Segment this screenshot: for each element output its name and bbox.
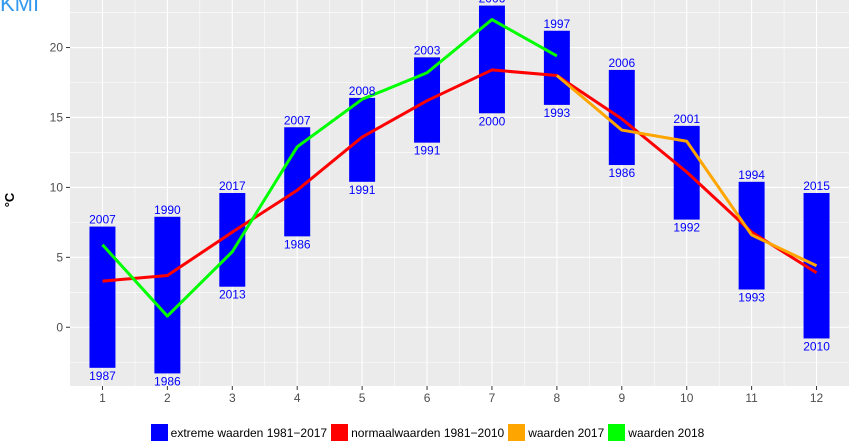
series-lines	[101, 18, 818, 318]
legend-label-2017: waarden 2017	[528, 425, 605, 440]
legend-label-2018: waarden 2018	[628, 425, 705, 440]
extreme-low-year-label: 1991	[414, 144, 441, 158]
extreme-low-year-label: 1993	[544, 106, 571, 120]
extreme-low-year-label: 1986	[284, 237, 311, 251]
extreme-low-year-label: 1993	[738, 291, 765, 305]
x-tick-label: 11	[745, 391, 758, 405]
x-tick-label: 6	[424, 391, 431, 405]
extreme-bar	[154, 216, 181, 374]
extreme-bar	[349, 97, 376, 182]
legend-label-normal: normaalwaarden 1981−2010	[351, 425, 505, 440]
legend-item-2018: waarden 2018	[608, 424, 704, 441]
legend: extreme waarden 1981−2017 normaalwaarden…	[0, 424, 855, 441]
legend-item-extremes: extreme waarden 1981−2017	[150, 424, 328, 441]
y-axis: 0 5 10 15 20	[50, 41, 70, 334]
extreme-high-year-label: 1997	[544, 17, 571, 31]
brand-logo-text: KMI	[0, 0, 40, 16]
x-tick-label: 4	[294, 391, 301, 405]
x-tick-label: 10	[680, 391, 694, 405]
extreme-high-year-label: 2017	[219, 179, 246, 193]
y-tick-label: 15	[50, 110, 64, 124]
x-tick-label: 9	[618, 391, 625, 405]
x-axis: 1 2 3 4 5 6 7 8 9 10 11 12	[99, 386, 824, 405]
series-line-0	[102, 68, 818, 283]
x-tick-label: 12	[810, 391, 824, 405]
extreme-high-year-label: 2015	[803, 179, 830, 193]
extreme-high-year-label: 2007	[284, 113, 311, 127]
extreme-low-year-label: 1986	[154, 374, 181, 388]
extreme-low-year-label: 1991	[349, 183, 376, 197]
extreme-bar	[543, 30, 570, 105]
legend-swatch-2017	[508, 424, 526, 441]
y-tick-label: 0	[56, 320, 63, 334]
extreme-low-year-label: 2013	[219, 288, 246, 302]
series-line-2	[101, 18, 558, 318]
y-axis-label: °C	[2, 192, 17, 207]
legend-label-extremes: extreme waarden 1981−2017	[170, 425, 328, 440]
series-line-1	[555, 74, 818, 268]
extreme-high-year-label: 1990	[154, 203, 181, 217]
y-tick-label: 20	[50, 41, 64, 55]
x-tick-label: 2	[164, 391, 171, 405]
extreme-year-labels: 2007 1987 1990 1986 2017 2013 2007 1986 2008 1991…	[89, 0, 830, 388]
legend-item-2017: waarden 2017	[508, 424, 604, 441]
legend-swatch-2018	[608, 424, 626, 441]
x-tick-label: 1	[99, 391, 106, 405]
y-tick-label: 5	[56, 250, 63, 264]
legend-swatch-extremes	[150, 424, 168, 441]
extreme-low-year-label: 2000	[479, 114, 506, 128]
extreme-bar	[478, 5, 505, 114]
x-tick-label: 3	[229, 391, 236, 405]
extreme-high-year-label: 1994	[738, 168, 765, 182]
grid-minor	[70, 0, 849, 386]
extreme-high-year-label: 2008	[349, 84, 376, 98]
x-tick-label: 7	[489, 391, 496, 405]
extreme-low-year-label: 1987	[89, 369, 116, 383]
extreme-high-year-label: 2006	[608, 56, 635, 70]
extreme-high-year-label: 2007	[89, 213, 116, 227]
legend-item-normal: normaalwaarden 1981−2010	[331, 424, 504, 441]
y-tick-label: 10	[50, 180, 64, 194]
extreme-high-year-label: 2001	[673, 112, 700, 126]
extreme-low-year-label: 1986	[608, 166, 635, 180]
extreme-high-year-label: 2003	[414, 43, 441, 57]
extreme-high-year-label: 2006	[479, 0, 506, 6]
extreme-low-year-label: 1992	[673, 221, 700, 235]
extreme-low-year-label: 2010	[803, 339, 830, 353]
extreme-bar	[89, 226, 116, 368]
legend-swatch-normal	[331, 424, 349, 441]
x-tick-label: 8	[554, 391, 561, 405]
x-tick-label: 5	[359, 391, 366, 405]
